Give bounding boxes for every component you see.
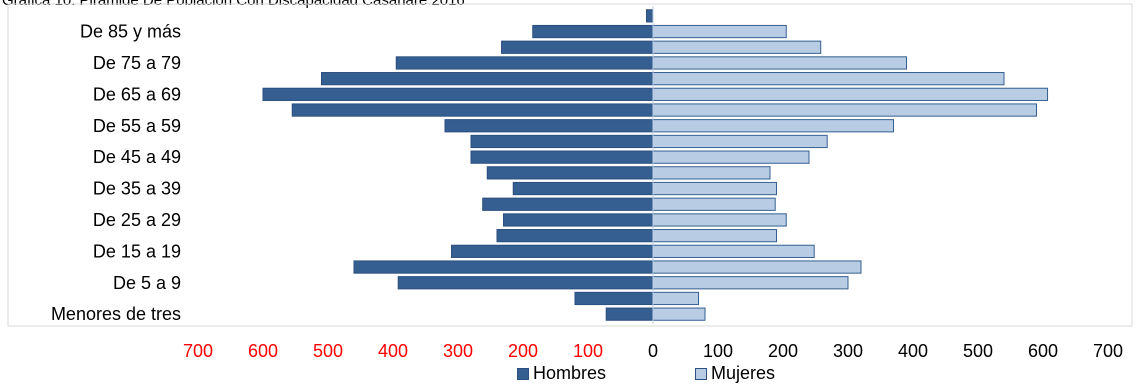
bar-mujeres: [652, 197, 776, 211]
bar-mujeres: [652, 276, 849, 290]
x-tick-label: 400: [378, 341, 408, 361]
category-label: De 15 a 19: [93, 241, 181, 261]
bar-hombres: [646, 9, 654, 23]
bar-mujeres: [652, 87, 1049, 101]
legend-label-mujeres: Mujeres: [711, 363, 776, 383]
x-tick-label: 700: [1093, 341, 1123, 361]
bar-mujeres: [652, 119, 894, 133]
x-tick-label: 300: [833, 341, 863, 361]
legend-swatch-mujeres: [695, 367, 707, 380]
category-label: De 85 y más: [80, 22, 181, 42]
x-tick-label: 500: [963, 341, 993, 361]
bar-hombres: [321, 72, 654, 86]
category-label: De 25 a 29: [93, 210, 181, 230]
bar-hombres: [262, 87, 654, 101]
bar-mujeres: [652, 260, 862, 274]
bar-hombres: [470, 134, 654, 149]
x-tick-label: 100: [703, 341, 733, 361]
bar-mujeres: [652, 134, 828, 149]
bar-hombres: [532, 24, 654, 39]
bar-hombres: [501, 40, 654, 54]
bar-hombres: [482, 197, 654, 211]
x-tick-label: 600: [248, 341, 278, 361]
bar-mujeres: [652, 24, 787, 39]
category-label: De 75 a 79: [93, 53, 181, 73]
category-label: De 65 a 69: [93, 84, 181, 104]
bar-hombres: [444, 119, 654, 133]
x-tick-label: 200: [768, 341, 798, 361]
bar-mujeres: [652, 40, 822, 54]
x-tick-label: 100: [573, 341, 603, 361]
bar-hombres: [503, 213, 654, 227]
bar-hombres: [470, 150, 654, 164]
bar-hombres: [353, 260, 654, 274]
bar-mujeres: [652, 291, 699, 306]
bar-mujeres: [652, 166, 771, 180]
category-label: De 5 a 9: [113, 273, 181, 293]
bar-hombres: [291, 103, 654, 117]
legend-item-hombres: Hombres: [517, 363, 606, 384]
x-tick-label: 0: [648, 341, 658, 361]
bar-mujeres: [652, 244, 815, 258]
bar-mujeres: [652, 213, 787, 227]
category-label: De 55 a 59: [93, 116, 181, 136]
x-tick-label: 600: [1028, 341, 1058, 361]
x-tick-label: 300: [443, 341, 473, 361]
bar-mujeres: [652, 150, 810, 164]
bar-mujeres: [652, 229, 777, 243]
x-tick-label: 700: [183, 341, 213, 361]
bar-hombres: [397, 276, 654, 290]
bar-mujeres: [652, 56, 907, 70]
legend-label-hombres: Hombres: [533, 363, 607, 383]
bar-hombres: [451, 244, 654, 258]
bar-mujeres: [652, 72, 1005, 86]
category-label: De 45 a 49: [93, 147, 181, 167]
bar-mujeres: [652, 103, 1037, 117]
legend-item-mujeres: Mujeres: [695, 363, 775, 384]
category-label: De 35 a 39: [93, 179, 181, 199]
category-label: Menores de tres: [51, 304, 181, 324]
x-tick-label: 200: [508, 341, 538, 361]
x-tick-label: 500: [313, 341, 343, 361]
bar-hombres: [486, 166, 654, 180]
bar-hombres: [574, 291, 654, 306]
bar-hombres: [395, 56, 654, 70]
bar-hombres: [605, 307, 654, 321]
plot-area-border: [7, 3, 1133, 327]
bar-hombres: [496, 229, 654, 243]
x-tick-label: 400: [898, 341, 928, 361]
legend-swatch-hombres: [517, 367, 529, 380]
bar-hombres: [512, 181, 654, 196]
bar-mujeres: [652, 307, 706, 321]
bar-mujeres: [652, 181, 777, 196]
